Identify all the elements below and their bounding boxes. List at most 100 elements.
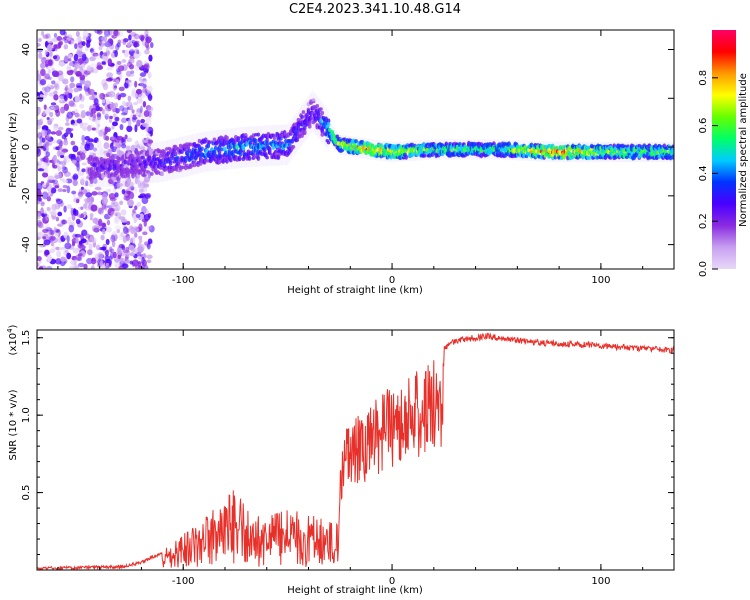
spectrogram-cell xyxy=(52,55,58,60)
spectrogram-cell xyxy=(89,96,93,101)
spectrogram-cell xyxy=(98,40,102,46)
spectrogram-cell xyxy=(146,254,153,259)
spectrogram-cell xyxy=(88,112,92,121)
spectrogram-cell xyxy=(76,118,83,124)
spectrogram-cell xyxy=(63,31,67,37)
spectrogram-cell xyxy=(118,243,125,249)
spectrogram-cell xyxy=(123,49,130,58)
spectrogram-cell xyxy=(42,34,49,39)
spectrogram-cell xyxy=(150,41,154,49)
spectrogram-cell xyxy=(114,50,118,58)
spectrogram-cell xyxy=(57,211,63,217)
spectrogram-cell xyxy=(53,154,57,161)
spectrogram-cell xyxy=(55,198,63,205)
spectrogram-cell xyxy=(104,113,109,120)
spectrogram-cell xyxy=(99,260,103,267)
spectrogram-cell xyxy=(40,129,48,137)
spectrogram-cell xyxy=(48,188,52,196)
spectrogram-cell xyxy=(133,101,139,106)
spectrogram-cell xyxy=(70,140,76,146)
spectrogram-cell xyxy=(41,191,49,200)
spectrogram-cell xyxy=(39,265,44,269)
spectrogram-cell xyxy=(82,211,88,216)
y-tick-label: 20 xyxy=(21,92,32,105)
spectrogram-cell xyxy=(94,186,102,191)
spectrogram-cell xyxy=(108,30,113,36)
spectrogram-cell xyxy=(121,138,126,143)
spectrogram-cell xyxy=(122,249,130,254)
spectrogram-cell xyxy=(48,50,53,57)
spectrogram-cell xyxy=(88,88,95,96)
spectrogram-cell xyxy=(44,73,51,80)
spectrogram-cell xyxy=(96,30,103,35)
spectrogram-cell xyxy=(50,131,57,135)
spectrogram-cell xyxy=(124,134,128,140)
spectrogram-cell xyxy=(122,107,129,115)
spectrogram-cell xyxy=(37,73,42,82)
spectrogram-cell xyxy=(88,146,91,187)
spectrogram-cell xyxy=(133,33,140,40)
spectrogram-cell xyxy=(146,37,151,44)
spectrogram-cell xyxy=(66,66,72,71)
spectrogram-cell xyxy=(145,105,152,111)
spectrogram-cell xyxy=(144,194,151,200)
spectrogram-cell xyxy=(147,238,153,245)
spectrogram-cell xyxy=(80,238,87,244)
spectrogram-cell xyxy=(79,94,85,102)
spectrogram-cell xyxy=(121,189,126,195)
spectrogram-cell xyxy=(104,265,109,269)
spectrogram-cell xyxy=(41,183,47,188)
spectrogram-cell xyxy=(93,162,98,167)
spectrogram-cell xyxy=(77,243,83,249)
spectrogram-cell xyxy=(145,118,152,125)
spectrogram-cell xyxy=(138,188,144,193)
spectrogram-cell xyxy=(139,93,146,99)
spectrogram-cell xyxy=(173,151,178,156)
spectrogram-cell xyxy=(48,235,56,241)
spectrogram-cell xyxy=(89,166,94,172)
spectrogram-cell xyxy=(38,200,46,205)
spectrogram-cell xyxy=(143,213,151,221)
spectrogram-cell xyxy=(119,105,125,112)
spectrogram-cell xyxy=(76,163,80,172)
spectrogram-cell xyxy=(177,137,180,179)
spectrogram-cell xyxy=(168,160,173,166)
spectrogram-cell xyxy=(73,53,79,62)
spectrogram-cell xyxy=(46,83,51,90)
spectrogram-cell xyxy=(62,78,69,85)
spectrogram-cell xyxy=(76,87,83,92)
spectrogram-cell xyxy=(182,136,185,178)
spectrogram-cell xyxy=(48,65,53,74)
spectrogram-cell xyxy=(41,125,49,131)
spectrogram-cell xyxy=(63,95,68,101)
spectrogram-cell xyxy=(144,40,150,49)
snr-multiplier-base: (x10 xyxy=(8,333,19,356)
spectrogram-cell xyxy=(76,151,81,156)
spectrogram-cell xyxy=(137,261,142,269)
spectrogram-cell xyxy=(99,92,105,100)
spectrogram-cell xyxy=(45,213,50,221)
spectrogram-cell xyxy=(42,110,46,116)
spectrogram-cell xyxy=(92,152,97,157)
spectrogram-cell xyxy=(45,33,51,39)
spectrogram-cell xyxy=(79,176,86,183)
spectrogram-cell xyxy=(119,92,127,98)
spectrogram-cell xyxy=(41,55,46,63)
spectrogram-cell xyxy=(93,137,99,144)
spectrogram-cell xyxy=(97,190,101,196)
spectrogram-cell xyxy=(96,65,104,70)
spectrogram-cell xyxy=(89,235,95,243)
spectrogram-cell xyxy=(72,247,79,254)
spectrogram-cell xyxy=(122,145,125,187)
spectrogram-cell xyxy=(43,104,47,110)
spectrogram-cell xyxy=(37,199,40,205)
spectrogram-cell xyxy=(61,160,66,168)
spectrogram-cell xyxy=(68,224,75,233)
spectrogram-cell xyxy=(106,66,113,71)
spectrogram-cell xyxy=(64,242,72,250)
spectrogram-cell xyxy=(72,175,76,181)
spectrogram-cell xyxy=(132,114,137,118)
spectrogram-cell xyxy=(37,124,41,130)
spectrogram-cell xyxy=(62,179,69,184)
spectrogram-cell xyxy=(44,86,51,93)
